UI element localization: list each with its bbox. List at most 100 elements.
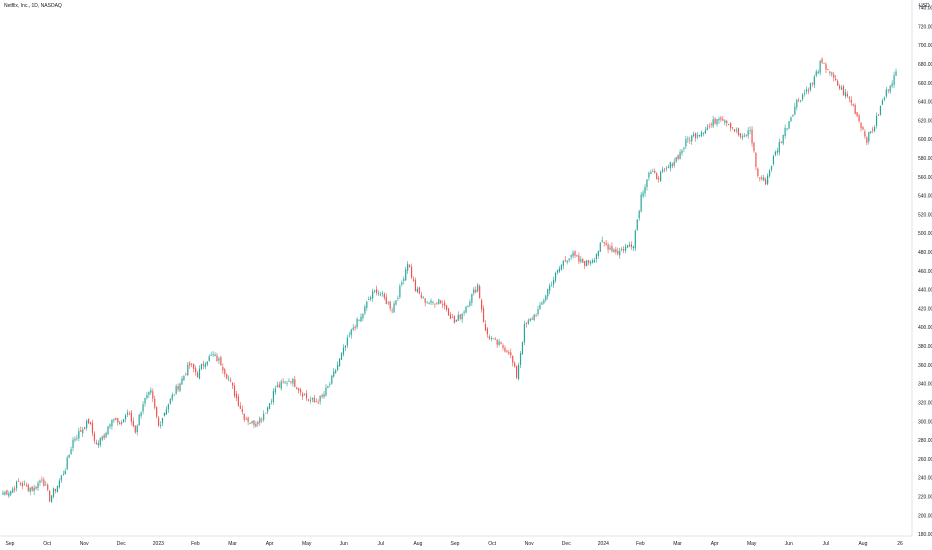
candle-body bbox=[342, 347, 345, 355]
candle bbox=[813, 74, 815, 88]
candle-body bbox=[179, 383, 181, 391]
candle bbox=[798, 97, 800, 103]
candle bbox=[72, 437, 74, 452]
candle bbox=[444, 299, 446, 310]
candle bbox=[891, 80, 893, 89]
candle-body bbox=[117, 418, 119, 423]
candle bbox=[144, 397, 146, 407]
candle-body bbox=[414, 279, 417, 292]
candle-body bbox=[519, 353, 522, 365]
candle-body bbox=[360, 316, 362, 322]
candle bbox=[885, 86, 887, 99]
candle bbox=[323, 391, 325, 399]
candle bbox=[428, 301, 430, 305]
candle-body bbox=[86, 420, 88, 429]
candle-body bbox=[745, 134, 747, 136]
candle bbox=[294, 375, 296, 388]
candle bbox=[599, 242, 601, 252]
candle bbox=[403, 276, 405, 285]
candle bbox=[222, 363, 224, 374]
candle bbox=[671, 162, 673, 169]
candle-body bbox=[803, 92, 806, 94]
candle-body bbox=[549, 285, 551, 291]
candle bbox=[605, 240, 607, 247]
candle-body bbox=[572, 252, 574, 257]
candle bbox=[33, 484, 35, 495]
price-tick-label: 200.00 bbox=[918, 513, 932, 519]
candle-body bbox=[352, 327, 354, 330]
candle bbox=[167, 403, 169, 414]
price-scale[interactable]: 180.00 200.00 220.00 240.00 260.00 280.00 300.… bbox=[918, 6, 932, 539]
candle bbox=[210, 351, 212, 357]
candle-body bbox=[525, 323, 527, 324]
candle bbox=[412, 276, 415, 282]
candle-body bbox=[19, 483, 22, 485]
candle-body bbox=[198, 368, 201, 379]
candle-body bbox=[492, 338, 494, 340]
candle bbox=[60, 475, 62, 483]
candle-body bbox=[848, 97, 850, 99]
candle-body bbox=[586, 260, 588, 266]
candle bbox=[82, 427, 84, 437]
candle bbox=[303, 392, 306, 396]
time-scale[interactable]: Sep Oct Nov Dec 2023 Feb Mar Apr May Jun Jul Aug Sep… bbox=[6, 541, 903, 547]
candle bbox=[786, 128, 788, 131]
candle bbox=[103, 432, 105, 441]
candle bbox=[350, 328, 352, 339]
candle bbox=[523, 320, 526, 345]
candle-body bbox=[638, 211, 640, 219]
candle-body bbox=[187, 364, 189, 376]
time-tick-label: Nov bbox=[525, 541, 534, 547]
candle-body bbox=[595, 254, 597, 260]
candle-body bbox=[412, 279, 415, 281]
candle-body bbox=[449, 314, 452, 319]
candle bbox=[494, 336, 496, 341]
candle bbox=[113, 418, 115, 423]
candle-body bbox=[759, 177, 761, 179]
candle bbox=[146, 392, 148, 400]
candle bbox=[173, 393, 175, 396]
candle-body bbox=[833, 74, 835, 78]
candle-body bbox=[72, 439, 74, 449]
candle bbox=[751, 126, 753, 147]
candle bbox=[233, 382, 236, 398]
candle-body bbox=[216, 355, 218, 362]
time-tick-label: Feb bbox=[636, 541, 645, 547]
candle-body bbox=[535, 315, 537, 317]
candle-body bbox=[165, 409, 168, 415]
candle bbox=[87, 418, 90, 425]
candle-body bbox=[97, 443, 99, 446]
time-tick-label: Mar bbox=[228, 541, 237, 547]
candle-body bbox=[80, 430, 82, 432]
candle bbox=[842, 84, 845, 97]
candle-body bbox=[621, 249, 623, 250]
candle-body bbox=[737, 128, 740, 135]
candle bbox=[181, 375, 183, 385]
candle-body bbox=[418, 287, 420, 294]
candle-body bbox=[255, 423, 257, 427]
candle-body bbox=[644, 186, 646, 194]
candle-body bbox=[358, 319, 360, 321]
candle-body bbox=[654, 170, 656, 173]
candle bbox=[424, 298, 426, 307]
candle-body bbox=[263, 414, 265, 420]
candle bbox=[469, 299, 471, 308]
candle bbox=[724, 119, 726, 126]
candle-body bbox=[214, 354, 216, 357]
candle bbox=[29, 486, 31, 496]
candle bbox=[716, 118, 718, 127]
candle-body bbox=[545, 295, 547, 301]
candle bbox=[640, 191, 642, 213]
candle-body bbox=[288, 381, 290, 382]
candle bbox=[595, 253, 597, 263]
candle-body bbox=[391, 310, 393, 312]
candle bbox=[101, 435, 103, 442]
candle-body bbox=[247, 417, 249, 422]
candle bbox=[597, 250, 599, 259]
candle-body bbox=[228, 378, 230, 380]
candle-body bbox=[119, 422, 121, 425]
candle-body bbox=[510, 352, 512, 356]
candle bbox=[309, 396, 311, 404]
price-tick-label: 480.00 bbox=[918, 250, 932, 256]
